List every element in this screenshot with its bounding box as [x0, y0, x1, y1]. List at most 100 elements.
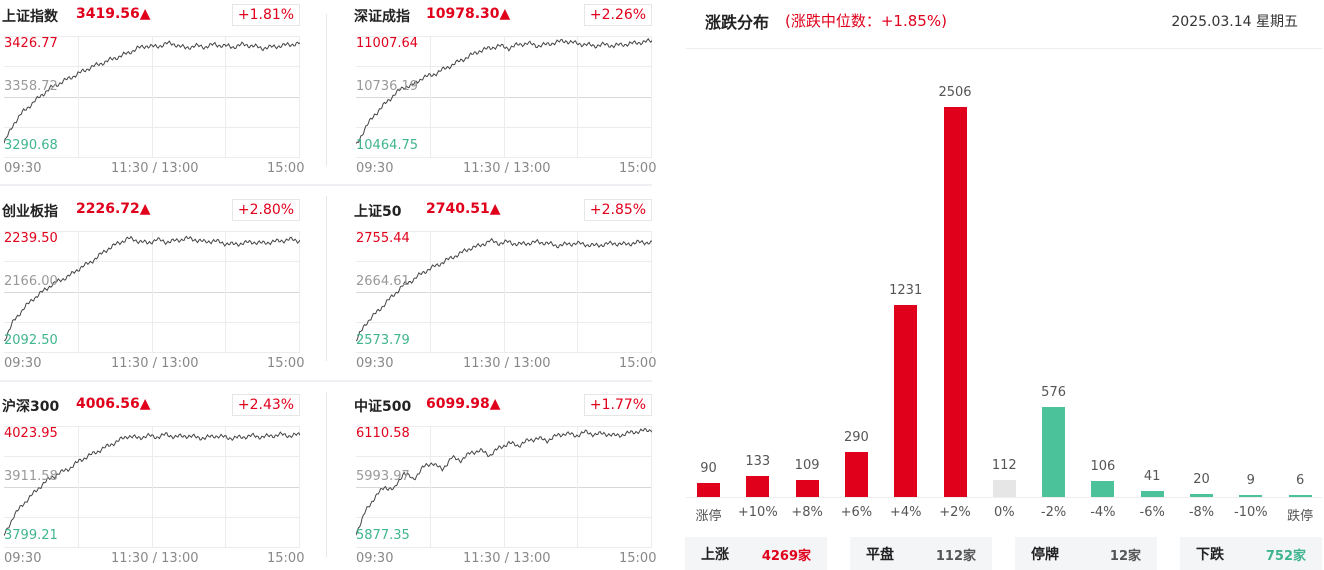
index-price-line — [4, 431, 300, 536]
axis-high-label: 2239.50 — [4, 231, 58, 246]
distribution-bar[interactable] — [1091, 481, 1115, 497]
bar-category-label: +6% — [840, 505, 873, 520]
axis-high-label: 2755.44 — [356, 231, 410, 246]
distribution-bar[interactable] — [943, 107, 967, 497]
axis-mid-label: 3911.58 — [4, 469, 58, 484]
index-name: 沪深300 — [2, 399, 60, 415]
bar-category-label: -10% — [1234, 505, 1268, 520]
index-change-badge: +2.85% — [584, 199, 652, 221]
index-intraday-chart — [4, 231, 300, 353]
bar-category-label: -2% — [1040, 505, 1067, 520]
distribution-header-divider — [686, 48, 1322, 49]
time-axis-label: 11:30 / 13:00 — [463, 161, 551, 176]
index-intraday-chart — [356, 426, 652, 548]
time-axis-label: 09:30 — [4, 161, 42, 176]
index-name: 上证50 — [354, 204, 402, 220]
time-axis-label: 15:00 — [619, 551, 657, 566]
index-change-badge: +1.81% — [232, 4, 300, 26]
summary-label: 上涨 — [701, 547, 729, 563]
bar-count-label: 576 — [1041, 385, 1066, 400]
bar-count-label: 20 — [1193, 472, 1210, 487]
summary-box: 下跌 752家 — [1180, 537, 1322, 570]
index-change-badge: +2.80% — [232, 199, 300, 221]
bar-count-label: 2506 — [938, 85, 972, 100]
axis-low-label: 5877.35 — [356, 528, 410, 543]
distribution-bar[interactable] — [1190, 494, 1213, 497]
bar-category-label: +2% — [939, 505, 971, 520]
index-value: 10978.30▲ — [426, 6, 511, 22]
distribution-bar[interactable] — [844, 452, 868, 497]
row-divider — [0, 184, 652, 186]
index-price-line — [356, 237, 652, 342]
index-value: 2226.72▲ — [76, 201, 151, 217]
axis-high-label: 6110.58 — [356, 426, 410, 441]
index-change-badge: +2.26% — [584, 4, 652, 26]
index-name: 深证成指 — [354, 9, 410, 25]
time-axis-label: 11:30 / 13:00 — [463, 551, 551, 566]
bar-category-label: -6% — [1139, 505, 1165, 520]
distribution-median: (涨跌中位数：+1.85%) — [785, 12, 947, 30]
column-divider — [326, 14, 327, 166]
summary-label: 停牌 — [1031, 547, 1059, 563]
distribution-bar[interactable] — [1140, 491, 1164, 497]
distribution-bar[interactable] — [992, 480, 1016, 497]
index-name: 上证指数 — [2, 9, 58, 25]
bar-count-label: 133 — [745, 454, 771, 469]
bar-category-label: -8% — [1188, 505, 1215, 520]
axis-high-label: 11007.64 — [356, 36, 419, 51]
summary-label: 下跌 — [1196, 547, 1224, 563]
axis-mid-label: 10736.19 — [356, 79, 419, 94]
time-axis-label: 15:00 — [619, 161, 657, 176]
distribution-bar[interactable] — [1042, 407, 1066, 497]
index-price-line — [4, 40, 300, 144]
index-intraday-chart — [4, 426, 300, 548]
index-card[interactable]: 沪深300 4006.56▲ +2.43% 4023.95 3911.58 3799.21… — [0, 394, 304, 568]
distribution-baseline — [686, 497, 1322, 498]
summary-box: 上涨 4269家 — [685, 537, 827, 570]
distribution-bar[interactable] — [1288, 495, 1312, 497]
index-name: 创业板指 — [2, 204, 58, 220]
bar-category-label: -4% — [1090, 505, 1116, 520]
index-card[interactable]: 中证500 6099.98▲ +1.77% 6110.58 5993.97 5877.35… — [352, 394, 656, 568]
time-axis-label: 15:00 — [267, 161, 305, 176]
time-axis-label: 09:30 — [356, 356, 394, 371]
distribution-bar[interactable] — [746, 476, 770, 497]
axis-low-label: 3290.68 — [4, 138, 58, 153]
time-axis-label: 09:30 — [4, 356, 42, 371]
row-divider — [0, 380, 652, 382]
distribution-bar[interactable] — [894, 305, 918, 497]
time-axis-label: 15:00 — [619, 356, 657, 371]
summary-value: 112家 — [935, 549, 976, 564]
index-change-badge: +2.43% — [232, 394, 300, 416]
distribution-bar[interactable] — [795, 480, 819, 497]
bar-category-label: +8% — [791, 505, 823, 520]
bar-count-label: 9 — [1246, 473, 1255, 488]
index-price-line — [356, 37, 652, 144]
time-axis-label: 11:30 / 13:00 — [463, 356, 551, 371]
index-price-line — [356, 428, 652, 536]
index-value: 3419.56▲ — [76, 6, 151, 22]
index-card[interactable]: 上证指数 3419.56▲ +1.81% 3426.77 3358.72 3290.68 0… — [0, 4, 304, 178]
bar-count-label: 41 — [1143, 469, 1161, 484]
column-divider — [326, 196, 327, 361]
distribution-date: 2025.03.14 星期五 — [1171, 14, 1298, 30]
summary-value: 12家 — [1109, 549, 1141, 564]
axis-low-label: 10464.75 — [356, 138, 419, 153]
summary-box: 停牌 12家 — [1015, 537, 1157, 570]
bar-category-label: +4% — [889, 505, 922, 520]
index-value: 6099.98▲ — [426, 396, 501, 412]
bar-count-label: 90 — [700, 461, 717, 476]
axis-mid-label: 5993.97 — [356, 469, 410, 484]
bar-count-label: 112 — [991, 458, 1017, 473]
summary-box: 平盘 112家 — [850, 537, 992, 570]
bar-count-label: 290 — [843, 430, 869, 445]
index-card[interactable]: 上证50 2740.51▲ +2.85% 2755.44 2664.61 2573.79 0… — [352, 199, 656, 373]
axis-low-label: 3799.21 — [4, 528, 58, 543]
index-card[interactable]: 深证成指 10978.30▲ +2.26% 11007.64 10736.19 10464… — [352, 4, 656, 178]
distribution-bar[interactable] — [1239, 495, 1263, 497]
axis-high-label: 4023.95 — [4, 426, 58, 441]
index-value: 2740.51▲ — [426, 201, 501, 217]
index-card[interactable]: 创业板指 2226.72▲ +2.80% 2239.50 2166.00 2092.50 0… — [0, 199, 304, 373]
bar-count-label: 109 — [794, 458, 820, 473]
distribution-bar[interactable] — [697, 483, 720, 497]
